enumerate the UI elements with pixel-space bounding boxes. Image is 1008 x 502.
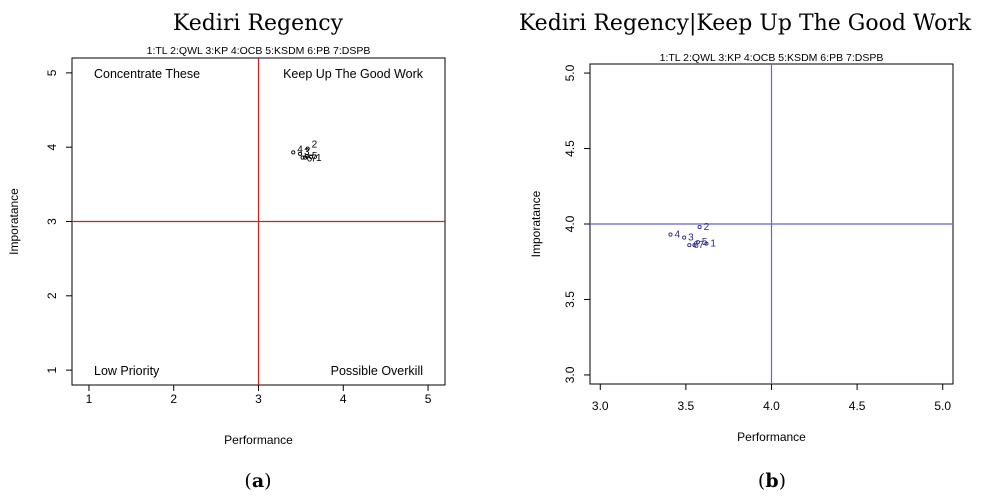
y-tick-label: 3 <box>45 218 59 225</box>
y-tick-label: 1 <box>45 366 59 373</box>
x-tick-label: 4.5 <box>849 399 866 413</box>
data-point-label-3: 3 <box>304 147 310 158</box>
legend-text: 1:TL 2:QWL 3:KP 4:OCB 5:KSDM 6:PB 7:DSPB <box>660 52 884 64</box>
x-tick-label: 1 <box>86 392 93 406</box>
data-point-5 <box>695 240 700 245</box>
x-tick-label: 5 <box>425 392 432 406</box>
quadrant-label-bottom-left: Low Priority <box>94 364 160 378</box>
y-tick-label: 5.0 <box>563 64 577 81</box>
quadrant-label-top-right: Keep Up The Good Work <box>283 67 424 81</box>
x-tick-label: 3 <box>255 392 262 406</box>
panel-caption: (b) <box>758 470 786 492</box>
x-tick-label: 3.5 <box>678 399 695 413</box>
chart-title: Kediri Regency|Keep Up The Good Work <box>519 11 972 36</box>
y-axis-label: Imporatance <box>7 188 21 255</box>
panel-caption: (a) <box>244 470 271 492</box>
data-point-label-2: 2 <box>704 222 710 233</box>
y-tick-label: 2 <box>45 292 59 299</box>
x-tick-label: 4 <box>340 392 347 406</box>
data-point-label-5: 5 <box>312 151 318 162</box>
legend-text: 1:TL 2:QWL 3:KP 4:OCB 5:KSDM 6:PB 7:DSPB <box>147 45 371 57</box>
data-point-label-2: 2 <box>312 140 318 151</box>
data-point-label-3: 3 <box>688 233 694 244</box>
data-point-6 <box>687 243 692 248</box>
data-point-label-6: 6 <box>307 154 313 165</box>
data-point-1 <box>309 154 314 159</box>
y-axis-label: Imporatance <box>529 190 543 257</box>
data-point-2 <box>697 224 702 230</box>
data-point-label-1: 1 <box>316 153 322 164</box>
y-tick-label: 4.0 <box>563 215 577 232</box>
y-tick-label: 3.5 <box>563 291 577 308</box>
x-axis-label: Performance <box>224 433 293 447</box>
y-tick-label: 4.5 <box>563 140 577 157</box>
data-point-6 <box>300 155 305 160</box>
x-tick-label: 3.0 <box>592 399 609 413</box>
data-point-3 <box>297 151 303 156</box>
data-point-3 <box>682 235 687 240</box>
y-tick-label: 3.0 <box>563 366 577 383</box>
data-point-label-7: 7 <box>311 154 317 165</box>
y-tick-label: 5 <box>45 69 59 76</box>
data-point-7 <box>303 155 308 160</box>
data-point-4 <box>668 232 673 237</box>
data-point-2 <box>305 146 310 151</box>
data-point-label-4: 4 <box>674 230 680 241</box>
chart-panel-b: Kediri Regency|Keep Up The Good Work 1:TL… <box>519 11 972 492</box>
x-tick-label: 2 <box>170 392 177 406</box>
data-point-7 <box>692 243 697 248</box>
data-point-label-1: 1 <box>710 239 716 250</box>
data-point-4 <box>291 150 296 155</box>
quadrant-label-top-left: Concentrate These <box>94 67 200 81</box>
x-tick-label: 4.0 <box>763 399 780 413</box>
data-point-label-4: 4 <box>297 144 303 155</box>
data-point-label-5: 5 <box>702 237 708 248</box>
quadrant-label-bottom-right: Possible Overkill <box>331 364 423 378</box>
x-tick-label: 5.0 <box>934 399 951 413</box>
chart-panel-a: Kediri Regency 1:TL 2:QWL 3:KP 4:OCB 5:KS… <box>7 11 446 492</box>
data-point-1 <box>704 241 709 246</box>
data-point-label-7: 7 <box>698 240 704 251</box>
y-tick-label: 4 <box>45 144 59 151</box>
x-axis-label: Performance <box>737 430 806 444</box>
chart-title: Kediri Regency <box>173 11 344 36</box>
